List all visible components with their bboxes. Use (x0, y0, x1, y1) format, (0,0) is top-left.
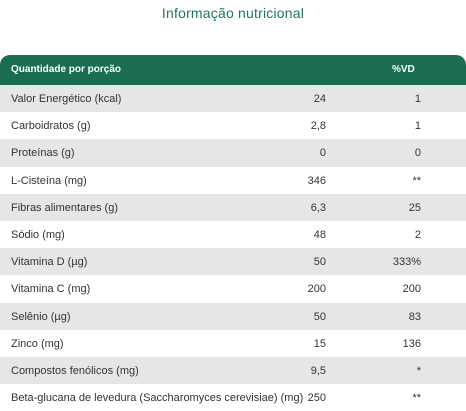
nutrient-label: Compostos fenólicos (mg) (11, 364, 139, 377)
nutrient-amount: 50 (313, 310, 326, 323)
nutrient-amount: 2,8 (310, 120, 326, 133)
table-row: Selênio (µg) 50 83 (0, 302, 466, 330)
nutrient-amount: 0 (319, 147, 326, 160)
nutrient-amount: 9,5 (310, 364, 326, 377)
nutrient-vd: 136 (402, 337, 421, 350)
nutrient-label: Proteínas (g) (11, 147, 75, 160)
nutrient-vd: 0 (414, 147, 421, 160)
nutrient-vd: 1 (414, 93, 421, 105)
nutrient-amount: 50 (313, 256, 326, 269)
nutrient-label: Vitamina D (µg) (11, 256, 88, 269)
nutrient-vd: * (416, 364, 421, 377)
page-title: Informação nutricional (161, 5, 305, 21)
nutrient-label: Zinco (mg) (11, 337, 64, 350)
table-row: Compostos fenólicos (mg) 9,5 * (0, 356, 466, 385)
table-row: Vitamina D (µg) 50 333% (0, 248, 466, 276)
nutrient-label: Fibras alimentares (g) (11, 201, 118, 214)
nutrient-vd: 25 (408, 201, 421, 214)
table-row: Proteínas (g) 0 0 (0, 139, 466, 167)
header-vd: %VD (392, 64, 415, 75)
nutrient-label: Valor Energético (kcal) (11, 93, 122, 105)
nutrient-label: Beta-glucana de levedura (Saccharomyces … (11, 392, 304, 405)
nutrient-amount: 6,3 (310, 201, 326, 214)
table-row: L-Cisteína (mg) 346 ** (0, 166, 466, 194)
nutrient-vd: ** (412, 174, 421, 187)
nutrient-label: Sódio (mg) (11, 228, 65, 241)
nutrient-amount: 24 (313, 93, 326, 105)
table-row: Valor Energético (kcal) 24 1 (0, 85, 466, 113)
table-header: Quantidade por porção %VD (0, 55, 466, 85)
nutrient-vd: 333% (392, 256, 421, 269)
table-body: Valor Energético (kcal) 24 1 Carboidratos (… (0, 85, 466, 411)
nutrient-vd: 1 (414, 120, 421, 133)
nutrient-vd: 83 (408, 310, 421, 323)
nutrient-amount: 200 (307, 283, 326, 296)
nutrient-vd: 200 (402, 283, 421, 296)
table-row: Sódio (mg) 48 2 (0, 220, 466, 249)
header-serving: Quantidade por porção (11, 64, 122, 75)
nutrient-amount: 48 (313, 228, 326, 241)
table-row: Zinco (mg) 15 136 (0, 329, 466, 357)
nutrient-vd: ** (412, 392, 421, 405)
nutrient-amount: 15 (313, 337, 326, 350)
nutrient-label: L-Cisteína (mg) (11, 174, 87, 187)
table-row: Fibras alimentares (g) 6,3 25 (0, 193, 466, 221)
nutrient-label: Vitamina C (mg) (11, 283, 91, 296)
nutrition-table: Quantidade por porção %VD Valor Energéti… (0, 55, 466, 411)
nutrient-vd: 2 (414, 228, 421, 241)
nutrient-amount: 346 (307, 174, 326, 187)
table-row: Vitamina C (mg) 200 200 (0, 275, 466, 303)
table-row: Carboidratos (g) 2,8 1 (0, 112, 466, 140)
nutrient-label: Carboidratos (g) (11, 120, 91, 133)
nutrient-amount: 250 (307, 392, 326, 405)
nutrient-label: Selênio (µg) (11, 310, 71, 323)
